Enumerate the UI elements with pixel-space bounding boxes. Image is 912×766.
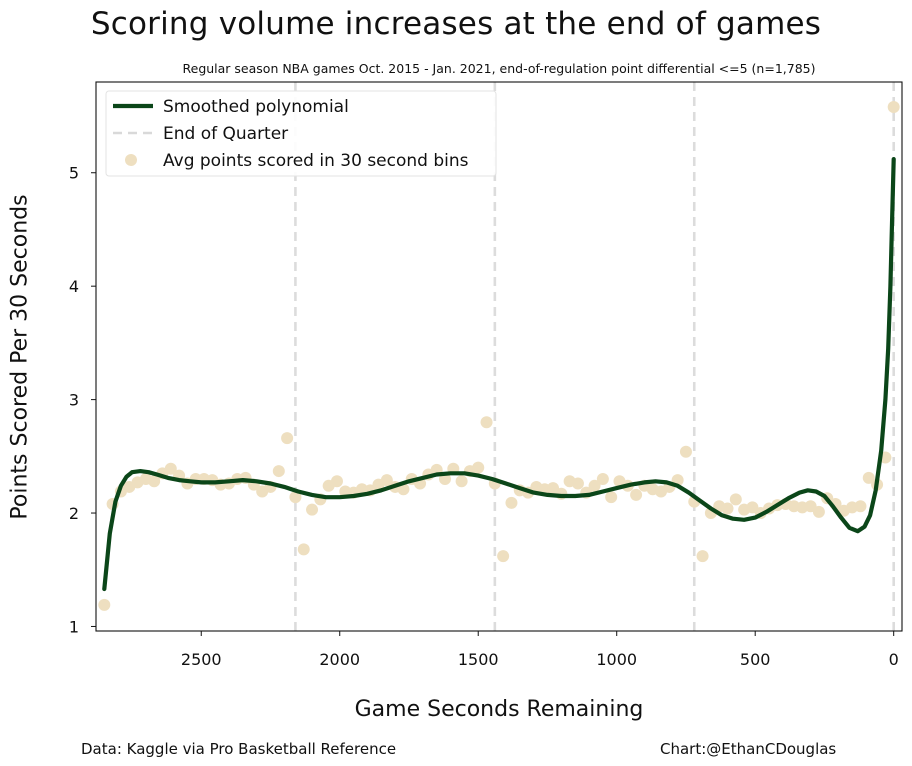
footer-source: Data: Kaggle via Pro Basketball Referenc… (81, 740, 397, 758)
x-axis-label: Game Seconds Remaining (354, 697, 644, 722)
scatter-point-34 (380, 474, 393, 487)
scatter-point-75 (721, 502, 734, 515)
y-tick-label-5: 5 (69, 164, 79, 183)
scatter-point-6 (148, 475, 161, 488)
legend-swatch-points (125, 154, 137, 166)
scatter-point-46 (480, 416, 493, 429)
scatter-point-72 (696, 550, 709, 563)
scatter-point-60 (596, 473, 609, 486)
y-tick-label-4: 4 (69, 277, 79, 296)
footer-credit: Chart:@EthanCDouglas (660, 740, 837, 758)
scatter-point-64 (630, 488, 643, 501)
x-tick-label-1000: 1000 (596, 650, 637, 669)
scatter-point-59 (588, 479, 601, 492)
scatter-point-61 (605, 491, 618, 504)
scatter-point-45 (472, 461, 485, 474)
x-tick-label-2500: 2500 (181, 650, 222, 669)
scatter-point-0 (98, 598, 111, 611)
chart-subtitle: Regular season NBA games Oct. 2015 - Jan… (182, 61, 816, 76)
plot-frame (95, 81, 903, 632)
scatter-layer (98, 100, 900, 611)
chart-title: Scoring volume increases at the end of g… (90, 6, 822, 42)
legend-label-2: Avg points scored in 30 second bins (163, 151, 469, 171)
legend-label-0: Smoothed polynomial (163, 97, 349, 117)
x-tick-label-0: 0 (889, 650, 899, 669)
scatter-point-22 (281, 432, 294, 445)
scatter-point-25 (306, 503, 319, 516)
scatter-point-8 (164, 462, 177, 475)
scatter-point-24 (297, 543, 310, 556)
scatter-point-76 (729, 493, 742, 506)
y-tick-label-1: 1 (69, 617, 79, 636)
scatter-point-70 (679, 445, 692, 458)
scatter-point-91 (854, 500, 867, 513)
legend-box (105, 90, 497, 177)
x-tick-label-2000: 2000 (319, 650, 360, 669)
scatter-point-57 (571, 477, 584, 490)
scatter-point-21 (272, 465, 285, 478)
scatter-point-49 (505, 496, 518, 509)
x-axis-ticks: 2500 2000 1500 1000 500 0 (181, 631, 899, 669)
line-layer (102, 157, 896, 592)
smoothed-polynomial-line (102, 157, 896, 592)
scatter-point-95 (887, 100, 900, 113)
scatter-point-92 (862, 471, 875, 484)
scatter-point-48 (497, 550, 510, 563)
legend: Smoothed polynomial End of Quarter Avg poi… (105, 90, 497, 177)
x-tick-label-1500: 1500 (458, 650, 499, 669)
scatter-point-28 (330, 475, 343, 488)
y-tick-label-3: 3 (69, 391, 79, 410)
scatter-point-43 (455, 475, 468, 488)
y-tick-label-2: 2 (69, 504, 79, 523)
scatter-point-86 (812, 505, 825, 518)
x-tick-label-500: 500 (740, 650, 771, 669)
scatter-point-23 (289, 491, 302, 504)
legend-label-1: End of Quarter (163, 124, 288, 144)
y-axis-ticks: 1 2 3 4 5 (69, 164, 96, 636)
